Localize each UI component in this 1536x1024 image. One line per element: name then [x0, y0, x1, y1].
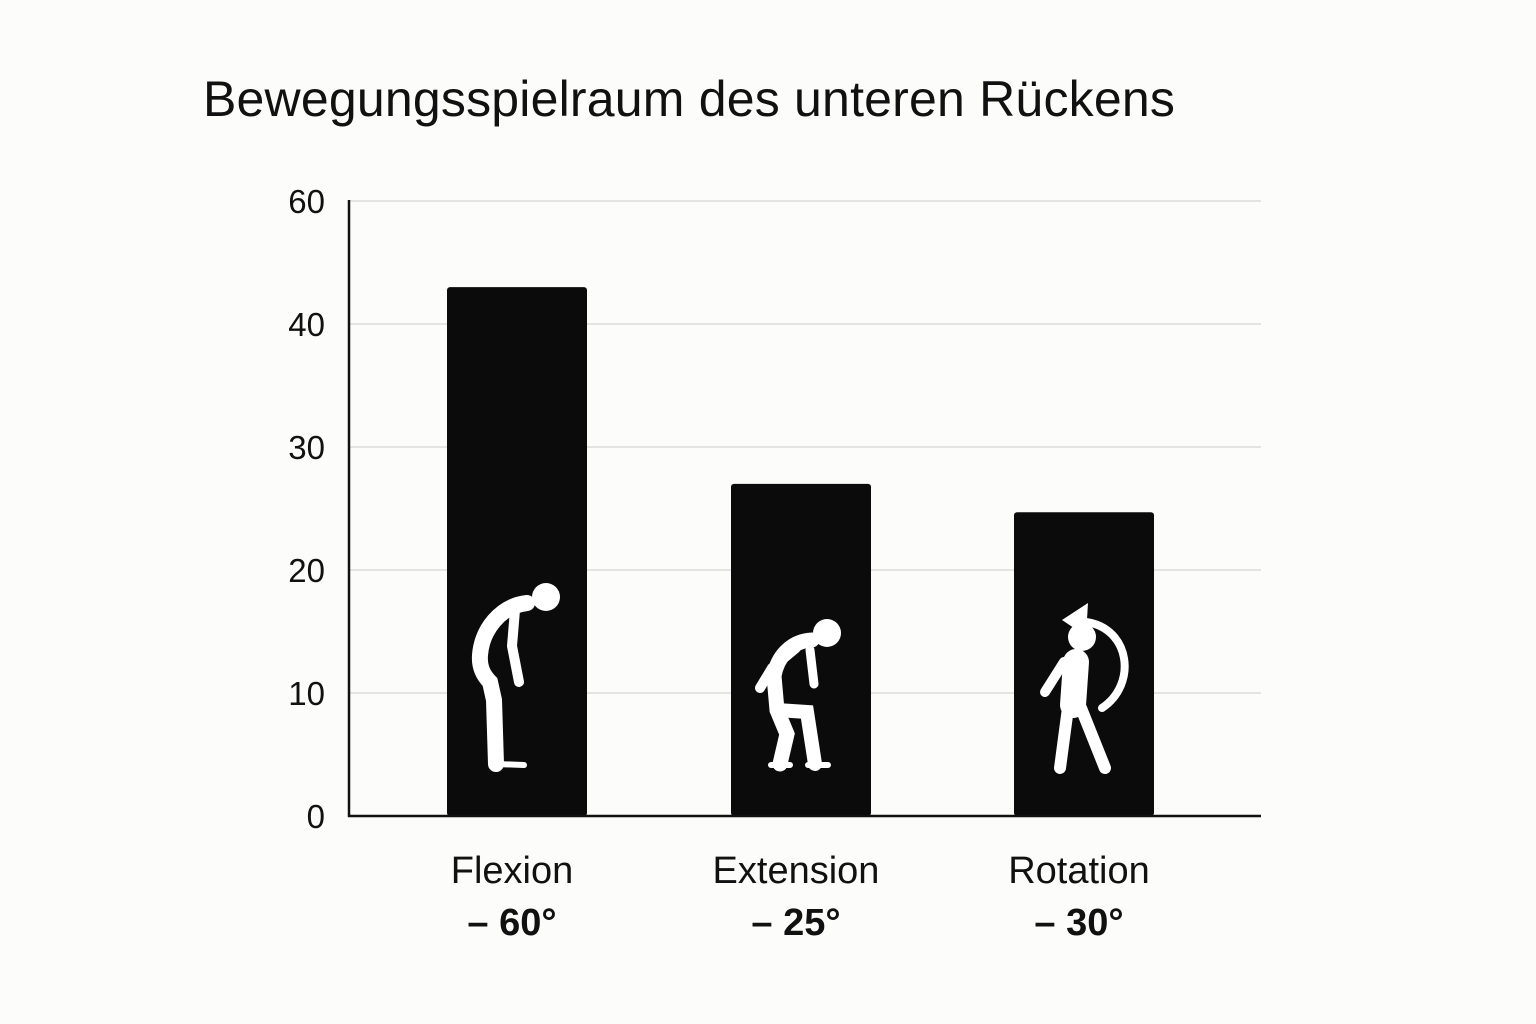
- category-label: Rotation: [1008, 850, 1150, 892]
- y-tick-label: 60: [288, 183, 325, 220]
- y-tick-label: 20: [288, 552, 325, 589]
- category-label: Extension: [713, 850, 880, 892]
- crouching-figure-icon: [755, 619, 841, 772]
- bending-forward-figure-icon: [471, 583, 560, 772]
- category-label: Flexion: [451, 850, 574, 892]
- bar-flexion: [447, 287, 587, 817]
- category-value-label: – 25°: [751, 902, 840, 944]
- y-tick-labels: 0 10 20 30 40 60: [288, 183, 325, 835]
- x-category-labels: Flexion – 60° Extension – 25° Rotation – 30°: [451, 850, 1150, 944]
- axes: [347, 200, 1261, 818]
- category-value-label: – 60°: [467, 902, 556, 944]
- bar-icons: [471, 583, 1129, 774]
- rotating-figure-icon: [1040, 603, 1129, 774]
- y-tick-label: 30: [288, 429, 325, 466]
- y-tick-label: 40: [288, 306, 325, 343]
- bars: [447, 287, 1154, 817]
- chart-title: Bewegungsspielraum des unteren Rückens: [203, 71, 1176, 127]
- y-tick-label: 10: [288, 675, 325, 712]
- y-tick-label: 0: [307, 798, 325, 835]
- category-value-label: – 30°: [1034, 902, 1123, 944]
